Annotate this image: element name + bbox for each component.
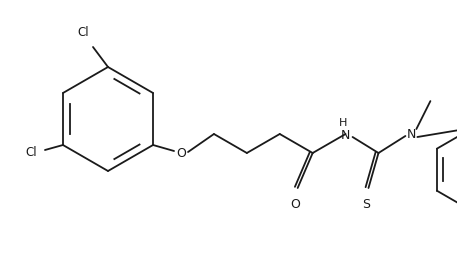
Text: H: H <box>338 118 347 128</box>
Text: Cl: Cl <box>77 26 89 39</box>
Text: Cl: Cl <box>25 145 37 158</box>
Text: O: O <box>176 147 186 159</box>
Text: N: N <box>407 127 416 141</box>
Text: N: N <box>341 129 350 141</box>
Text: O: O <box>291 198 301 211</box>
Text: S: S <box>362 198 371 211</box>
